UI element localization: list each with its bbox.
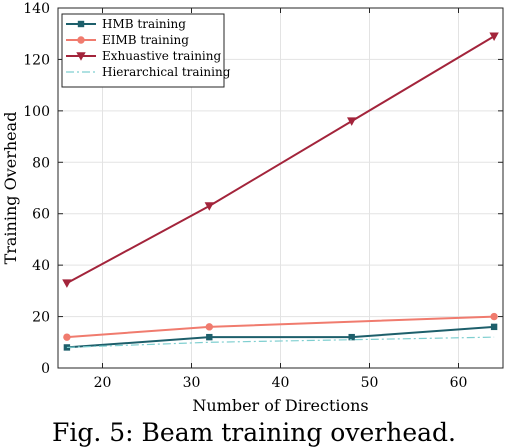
y-tick-label: 120 <box>23 52 50 68</box>
data-point <box>62 279 72 288</box>
y-axis-title: Training Overhead <box>1 112 20 265</box>
legend-label: Hierarchical training <box>102 65 231 79</box>
series-line <box>66 35 495 285</box>
y-tick-label: 0 <box>41 361 50 377</box>
data-point <box>347 117 357 126</box>
data-point <box>204 202 214 211</box>
legend-marker <box>77 20 85 28</box>
series-1 <box>63 323 498 351</box>
y-tick-label: 60 <box>32 207 50 223</box>
series-layer <box>62 32 499 351</box>
y-tick-label: 20 <box>32 310 50 326</box>
series-4 <box>66 336 495 349</box>
y-tick-label: 80 <box>32 155 50 171</box>
legend-label: EIMB training <box>102 33 189 47</box>
legend-box <box>61 13 225 88</box>
x-tick-label: 20 <box>94 375 112 391</box>
series-3 <box>62 32 499 288</box>
x-tick-label: 40 <box>272 375 290 391</box>
series-line <box>66 325 495 349</box>
data-point <box>490 323 498 331</box>
y-tick-label: 140 <box>23 1 50 17</box>
x-tick-label: 30 <box>183 375 201 391</box>
axis-ticks: 20 30 40 50 60 0 20 40 60 80 100 120 140 <box>23 1 503 391</box>
figure-caption: Fig. 5: Beam training overhead. <box>52 418 456 447</box>
series-line <box>66 336 495 349</box>
data-point <box>206 333 213 341</box>
x-axis-title: Number of Directions <box>192 396 368 415</box>
legend-label: HMB training <box>102 17 186 31</box>
x-tick-label: 50 <box>361 375 379 391</box>
series-2 <box>63 312 498 341</box>
data-point <box>489 32 499 41</box>
data-point <box>63 333 71 341</box>
data-point <box>63 344 71 351</box>
x-tick-label: 60 <box>450 375 468 391</box>
y-tick-label: 40 <box>32 258 50 274</box>
legend-marker <box>77 36 85 44</box>
data-point <box>205 323 213 331</box>
y-tick-label: 100 <box>23 104 50 120</box>
legend: HMB training EIMB training Exhuastive trai… <box>61 13 231 88</box>
data-point <box>490 312 498 321</box>
data-point <box>348 333 355 341</box>
legend-label: Exhuastive training <box>102 49 221 63</box>
legend-marker <box>76 52 86 61</box>
